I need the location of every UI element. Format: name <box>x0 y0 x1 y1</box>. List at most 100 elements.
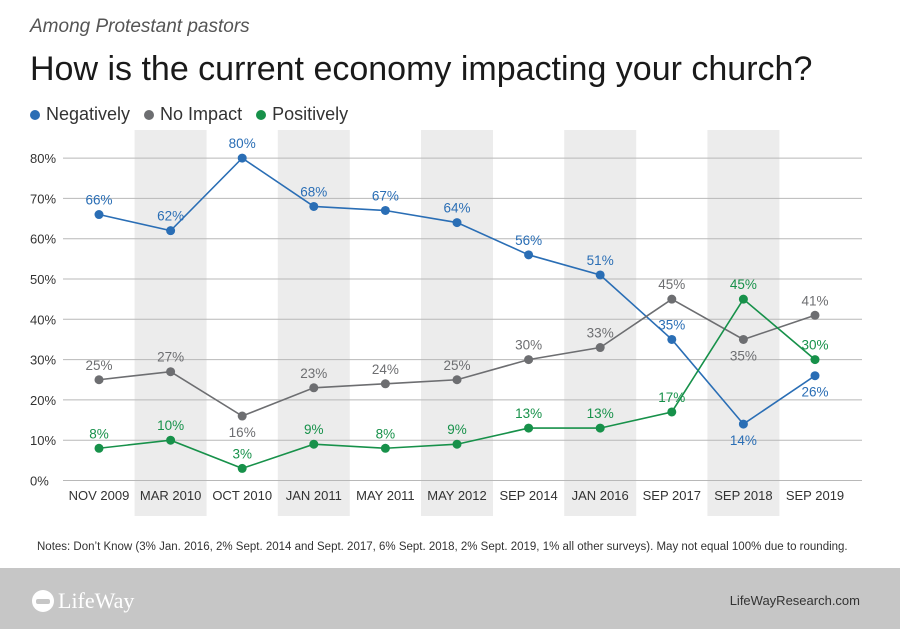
lifeway-logo: LifeWay <box>32 588 134 614</box>
column-band <box>421 130 493 516</box>
data-point-negatively <box>166 226 176 236</box>
x-tick-label: OCT 2010 <box>212 488 272 503</box>
data-label-no-impact: 45% <box>658 277 685 292</box>
data-point-positively <box>738 294 748 304</box>
data-label-no-impact: 33% <box>587 326 614 341</box>
data-label-positively: 8% <box>376 426 396 441</box>
x-tick-label: MAR 2010 <box>140 488 201 503</box>
data-point-positively <box>94 443 104 453</box>
data-point-no-impact <box>667 294 677 304</box>
data-point-positively <box>309 439 319 449</box>
data-label-negatively: 64% <box>443 201 470 216</box>
y-tick-label: 20% <box>30 393 56 408</box>
legend-label-no-impact: No Impact <box>160 104 243 124</box>
y-tick-label: 60% <box>30 232 56 247</box>
data-point-positively <box>524 423 534 433</box>
data-label-negatively: 80% <box>229 136 256 151</box>
y-tick-label: 40% <box>30 312 56 327</box>
data-point-positively <box>667 407 677 417</box>
data-point-negatively <box>309 201 319 211</box>
data-label-positively: 17% <box>658 390 685 405</box>
data-point-negatively <box>738 419 748 429</box>
line-chart: 0% 10% 20% 30% 40% 50% 60% 70% 80% NOV 2009 MAR 20… <box>30 130 862 516</box>
data-label-positively: 8% <box>89 426 109 441</box>
data-point-no-impact <box>237 411 247 421</box>
data-point-negatively <box>667 334 677 344</box>
legend-dot-no-impact <box>144 109 155 120</box>
chart-subtitle: Among Protestant pastors <box>30 16 250 37</box>
data-label-no-impact: 24% <box>372 362 399 377</box>
data-point-no-impact <box>738 334 748 344</box>
x-tick-label: MAY 2012 <box>427 488 487 503</box>
y-tick-label: 30% <box>30 353 56 368</box>
legend-item-positively: Positively <box>256 104 348 125</box>
data-point-no-impact <box>309 383 319 393</box>
data-label-no-impact: 25% <box>85 358 112 373</box>
data-label-no-impact: 25% <box>443 358 470 373</box>
data-point-no-impact <box>166 367 176 377</box>
lifeway-logo-text: LifeWay <box>58 588 135 613</box>
data-label-negatively: 62% <box>157 209 184 224</box>
data-point-negatively <box>94 210 104 220</box>
y-tick-label: 0% <box>30 474 49 489</box>
data-label-positively: 45% <box>730 277 757 292</box>
data-point-no-impact <box>524 355 534 365</box>
data-label-negatively: 68% <box>300 184 327 199</box>
column-band <box>564 130 637 516</box>
legend: Negatively No Impact Positively <box>30 104 348 125</box>
data-label-positively: 9% <box>304 422 324 437</box>
legend-label-negatively: Negatively <box>46 104 131 124</box>
data-label-no-impact: 27% <box>157 350 184 365</box>
data-point-positively <box>810 355 820 365</box>
data-point-positively <box>452 439 462 449</box>
data-point-negatively <box>595 270 605 280</box>
data-label-positively: 30% <box>801 338 828 353</box>
site-url: LifeWayResearch.com <box>729 593 860 608</box>
data-label-no-impact: 23% <box>300 366 327 381</box>
lifeway-logo-icon <box>32 590 54 612</box>
legend-dot-positively <box>256 109 267 120</box>
data-point-negatively <box>237 153 247 163</box>
x-tick-label: SEP 2017 <box>643 488 701 503</box>
x-tick-label: JAN 2011 <box>286 488 342 503</box>
footer-bar: LifeWay LifeWayResearch.com <box>0 568 900 629</box>
y-tick-label: 70% <box>30 191 56 206</box>
data-point-negatively <box>810 371 820 381</box>
data-point-negatively <box>524 250 534 260</box>
data-label-positively: 13% <box>587 406 614 421</box>
data-point-no-impact <box>452 375 462 385</box>
data-label-positively: 3% <box>232 446 252 461</box>
chart-title: How is the current economy impacting you… <box>30 50 813 88</box>
data-label-negatively: 66% <box>85 193 112 208</box>
data-label-negatively: 26% <box>801 385 828 400</box>
data-label-positively: 13% <box>515 406 542 421</box>
data-label-positively: 9% <box>447 422 467 437</box>
x-tick-label: SEP 2014 <box>499 488 557 503</box>
data-label-negatively: 56% <box>515 233 542 248</box>
legend-label-positively: Positively <box>272 104 349 124</box>
data-label-no-impact: 30% <box>515 338 542 353</box>
data-point-no-impact <box>810 310 820 320</box>
x-tick-label: JAN 2016 <box>572 488 629 503</box>
y-tick-label: 10% <box>30 433 56 448</box>
data-point-no-impact <box>595 343 605 353</box>
data-point-negatively <box>380 205 390 215</box>
data-point-no-impact <box>380 379 390 389</box>
data-label-negatively: 51% <box>587 253 614 268</box>
data-label-no-impact: 16% <box>229 425 256 440</box>
data-point-positively <box>166 435 176 445</box>
data-label-no-impact: 41% <box>801 293 828 308</box>
y-tick-label: 50% <box>30 272 56 287</box>
data-label-negatively: 35% <box>658 317 685 332</box>
chart-notes: Notes: Don’t Know (3% Jan. 2016, 2% Sept… <box>37 541 848 553</box>
column-band <box>134 130 207 516</box>
data-point-positively <box>237 463 247 473</box>
x-tick-label: SEP 2018 <box>714 488 772 503</box>
legend-item-negatively: Negatively <box>30 104 130 125</box>
data-label-negatively: 14% <box>730 433 757 448</box>
x-tick-label: SEP 2019 <box>786 488 844 503</box>
data-label-negatively: 67% <box>372 188 399 203</box>
data-label-no-impact: 35% <box>730 348 757 363</box>
column-band <box>707 130 780 516</box>
legend-dot-negatively <box>30 109 40 120</box>
